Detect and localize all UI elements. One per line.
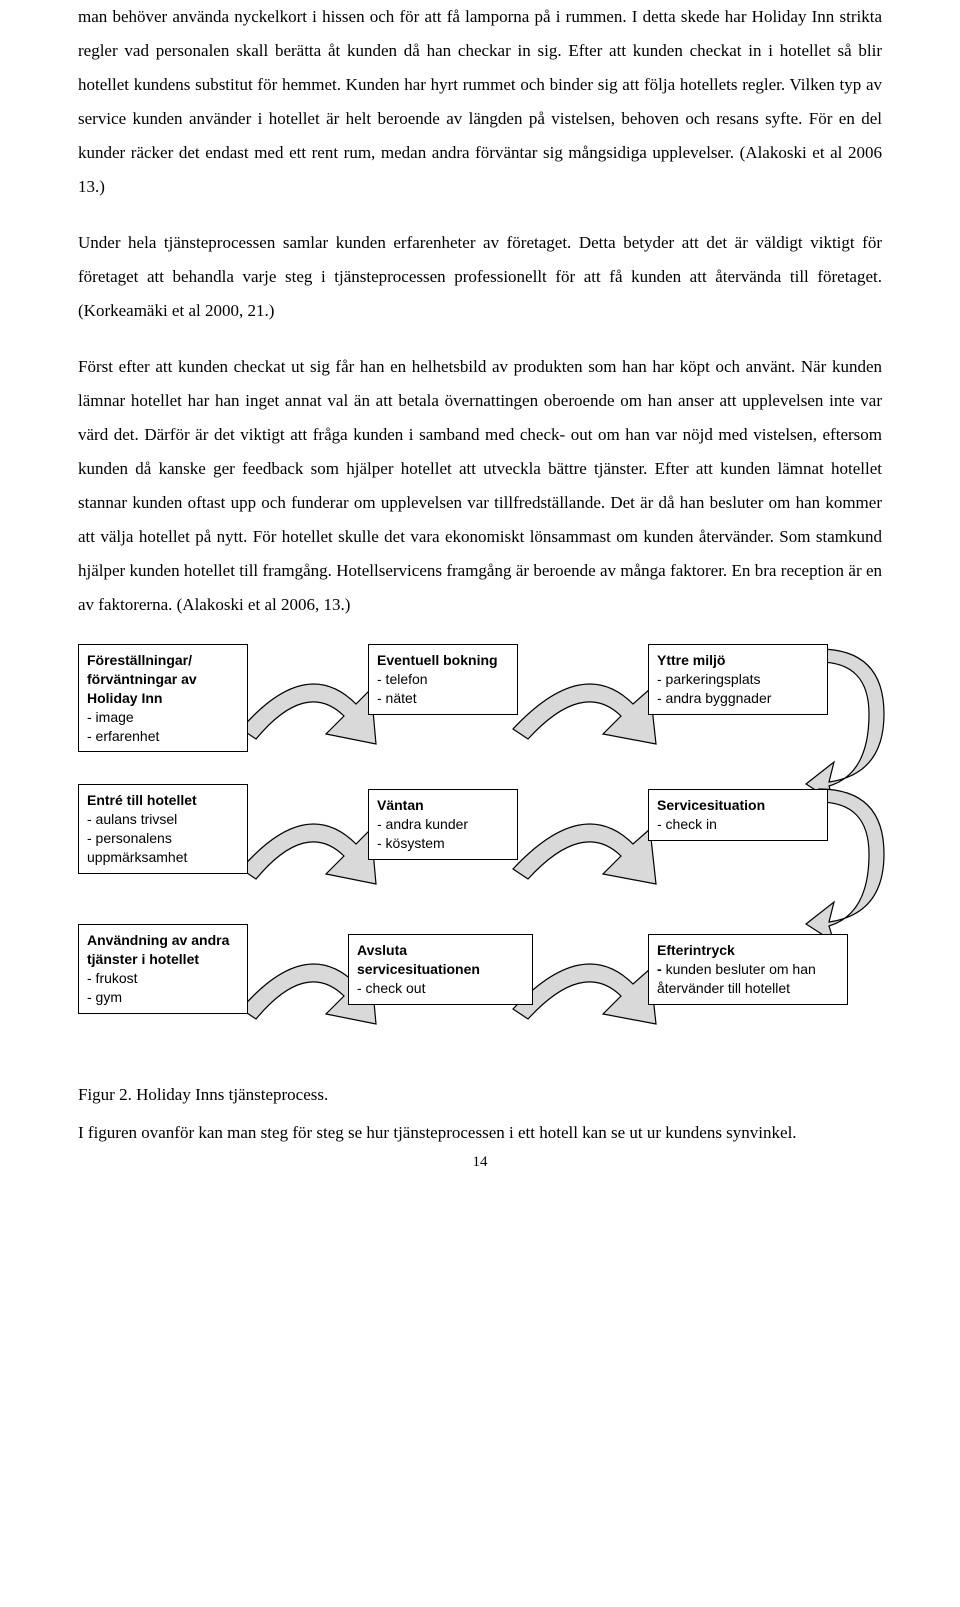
flow-box-4-item-0: - aulans trivsel [87, 811, 177, 827]
flow-box-3: Yttre miljö - parkeringsplats - andra by… [648, 644, 828, 715]
arrow-4-5 [236, 799, 381, 889]
arrow-2-3 [508, 659, 663, 749]
flow-box-8-item-0: - check out [357, 980, 425, 996]
flow-box-3-title: Yttre miljö [657, 652, 725, 668]
flow-box-3-item-1: - andra byggnader [657, 690, 771, 706]
flow-box-8: Avsluta servicesituationen - check out [348, 934, 533, 1005]
flow-box-4: Entré till hotellet - aulans trivsel - p… [78, 784, 248, 874]
flow-box-2-title: Eventuell bokning [377, 652, 498, 668]
flow-box-5: Väntan - andra kunder - kösystem [368, 789, 518, 860]
flow-box-4-title: Entré till hotellet [87, 792, 197, 808]
flow-box-1-item-0: - image [87, 709, 134, 725]
flow-box-5-item-1: - kösystem [377, 835, 445, 851]
flow-box-9: Efterintryck - kunden besluter om han åt… [648, 934, 848, 1005]
flow-box-3-item-0: - parkeringsplats [657, 671, 761, 687]
figure-caption-2: I figuren ovanför kan man steg för steg … [78, 1116, 882, 1150]
page-number: 14 [78, 1154, 882, 1171]
flow-box-1-item-1: - erfarenhet [87, 728, 159, 744]
flow-box-2: Eventuell bokning - telefon - nätet [368, 644, 518, 715]
flow-box-6-item-0: - check in [657, 816, 717, 832]
paragraph-1: man behöver använda nyckelkort i hissen … [78, 0, 882, 204]
flow-box-4-item-1: - personalens [87, 830, 172, 846]
flow-box-1-title: Föreställningar/ förväntningar av Holida… [87, 652, 197, 706]
flow-box-4-item-2: uppmärksamhet [87, 849, 187, 865]
flow-box-6: Servicesituation - check in [648, 789, 828, 841]
flow-box-7-title: Användning av andra tjänster i hotellet [87, 932, 229, 967]
paragraph-2: Under hela tjänsteprocessen samlar kunde… [78, 226, 882, 328]
flow-box-9-title: Efterintryck [657, 942, 735, 958]
flow-box-7-item-1: - gym [87, 989, 122, 1005]
flow-box-2-item-0: - telefon [377, 671, 428, 687]
flow-box-5-item-0: - andra kunder [377, 816, 468, 832]
flow-box-5-title: Väntan [377, 797, 424, 813]
flow-box-7: Användning av andra tjänster i hotellet … [78, 924, 248, 1014]
flow-box-7-item-0: - frukost [87, 970, 138, 986]
flow-box-8-title: Avsluta servicesituationen [357, 942, 480, 977]
figure-caption-1: Figur 2. Holiday Inns tjänsteprocess. [78, 1078, 882, 1112]
flowchart: Föreställningar/ förväntningar av Holida… [78, 644, 882, 1074]
paragraph-3: Först efter att kunden checkat ut sig få… [78, 350, 882, 622]
flow-box-1: Föreställningar/ förväntningar av Holida… [78, 644, 248, 752]
arrow-5-6 [508, 799, 663, 889]
flow-box-6-title: Servicesituation [657, 797, 765, 813]
arrow-1-2 [236, 659, 381, 749]
flow-box-9-item: - kunden besluter om han återvänder till… [657, 961, 816, 996]
flow-box-2-item-1: - nätet [377, 690, 417, 706]
